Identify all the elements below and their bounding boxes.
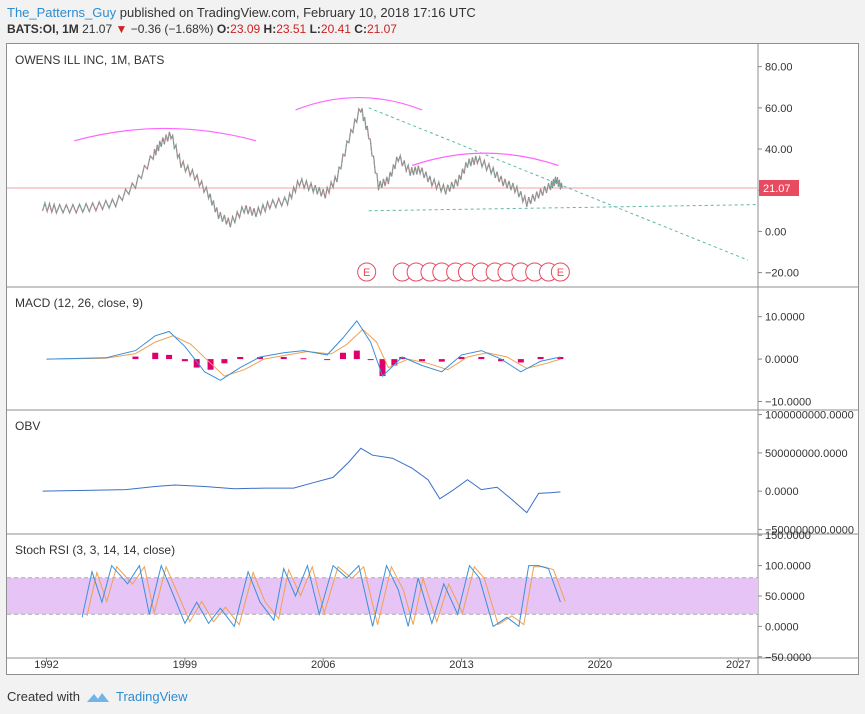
stoch-d-line <box>86 565 566 626</box>
created-with-text: Created with <box>7 689 80 704</box>
high-value: 23.51 <box>276 22 307 36</box>
footer: Created with TradingView <box>7 689 188 704</box>
y-tick-label: 10.0000 <box>765 312 805 324</box>
earnings-marker <box>357 262 377 282</box>
publish-info: The_Patterns_Guy published on TradingVie… <box>7 5 476 20</box>
macd-histogram-bar <box>478 356 485 360</box>
y-tick-label: 1000000000.0000 <box>765 410 854 422</box>
macd-histogram-bar <box>339 352 346 360</box>
earnings-marker-label: E <box>363 267 370 279</box>
macd-histogram-bar <box>458 356 465 360</box>
last-price-tag-label: 21.07 <box>763 183 791 195</box>
macd-histogram-bar <box>517 359 524 363</box>
y-tick-label: −20.00 <box>765 268 799 280</box>
y-tick-label: −500000000.0000 <box>765 524 854 536</box>
obv-line <box>42 447 561 514</box>
low-value: 20.41 <box>320 22 351 36</box>
macd-histogram-bar <box>399 356 406 360</box>
macd-histogram-bar <box>207 359 214 370</box>
macd-histogram-bar <box>367 359 374 361</box>
chart-container[interactable] <box>6 43 859 675</box>
macd-histogram-bar <box>181 359 188 362</box>
downtrend-line <box>368 107 749 261</box>
pane-title: MACD (12, 26, close, 9) <box>15 296 143 310</box>
y-tick-label: 40.00 <box>765 144 793 156</box>
high-label: H: <box>263 22 277 36</box>
y-tick-label: 50.0000 <box>765 591 805 603</box>
earnings-marker-label: E <box>557 267 564 279</box>
pane-title: OBV <box>15 419 40 433</box>
macd-histogram-bar <box>438 359 445 362</box>
y-tick-label: 500000000.0000 <box>765 448 848 460</box>
macd-histogram-bar <box>193 359 200 368</box>
y-tick-label: 60.00 <box>765 103 793 115</box>
pane-title: Stoch RSI (3, 3, 14, 14, close) <box>15 543 175 557</box>
y-tick-label: 0.0000 <box>765 486 799 498</box>
time-axis-label: 1992 <box>34 659 58 671</box>
open-label: O: <box>216 22 231 36</box>
macd-histogram-bar <box>324 359 331 361</box>
price-series-down <box>42 108 563 228</box>
time-axis-label: 2013 <box>449 659 473 671</box>
low-label: L: <box>309 22 321 36</box>
y-tick-label: 0.0000 <box>765 354 799 366</box>
last-price: 21.07 <box>82 22 113 36</box>
y-tick-label: −10.0000 <box>765 397 811 409</box>
y-tick-label: 0.00 <box>765 226 786 238</box>
down-arrow-icon: ▼ <box>115 22 128 36</box>
tradingview-link[interactable]: TradingView <box>115 689 188 704</box>
y-tick-label: 0.0000 <box>765 621 799 633</box>
macd-histogram-bar <box>152 352 159 360</box>
stoch-k-line <box>81 563 561 628</box>
macd-histogram-bar <box>498 359 505 362</box>
pane-title: OWENS ILL INC, 1M, BATS <box>15 53 164 67</box>
symbol-interval: BATS:OI, 1M <box>7 22 79 36</box>
close-value: 21.07 <box>366 22 397 36</box>
head-shoulder-arc <box>74 127 257 142</box>
username-link[interactable]: The_Patterns_Guy <box>7 5 117 20</box>
macd-histogram-bar <box>537 356 544 360</box>
close-label: C: <box>354 22 367 36</box>
price-change: −0.36 (−1.68%) <box>130 22 214 36</box>
macd-histogram-bar <box>379 359 386 377</box>
macd-signal-line <box>46 328 561 377</box>
support-line <box>368 204 759 212</box>
macd-histogram-bar <box>256 356 263 360</box>
earnings-marker <box>550 262 570 282</box>
macd-histogram-bar <box>419 359 426 362</box>
published-text: published on TradingView.com, February 1… <box>119 5 476 20</box>
macd-histogram-bar <box>166 354 173 360</box>
macd-histogram-bar <box>237 356 244 360</box>
head-shoulder-arc <box>295 96 423 111</box>
macd-line <box>46 320 561 381</box>
time-axis-label: 2020 <box>588 659 612 671</box>
macd-histogram-bar <box>353 350 360 360</box>
tradingview-logo-icon <box>86 692 109 702</box>
y-tick-label: −50.0000 <box>765 652 811 664</box>
open-value: 23.09 <box>230 22 261 36</box>
y-tick-label: 100.0000 <box>765 561 811 573</box>
time-axis-label: 2006 <box>311 659 335 671</box>
head-shoulder-arc <box>411 152 559 167</box>
time-axis-label: 1999 <box>173 659 197 671</box>
y-tick-label: 150.0000 <box>765 530 811 542</box>
macd-histogram-bar <box>280 356 287 360</box>
macd-histogram-bar <box>391 359 398 366</box>
y-tick-label: 80.00 <box>765 62 793 74</box>
time-axis-label: 2027 <box>726 659 750 671</box>
macd-histogram-bar <box>132 356 139 360</box>
macd-histogram-bar <box>221 359 228 364</box>
ohlc-line: BATS:OI, 1M 21.07 ▼ −0.36 (−1.68%) O:23.… <box>7 22 397 36</box>
macd-histogram-bar <box>557 356 564 360</box>
last-price-tag <box>759 180 799 197</box>
macd-histogram-bar <box>300 358 307 360</box>
